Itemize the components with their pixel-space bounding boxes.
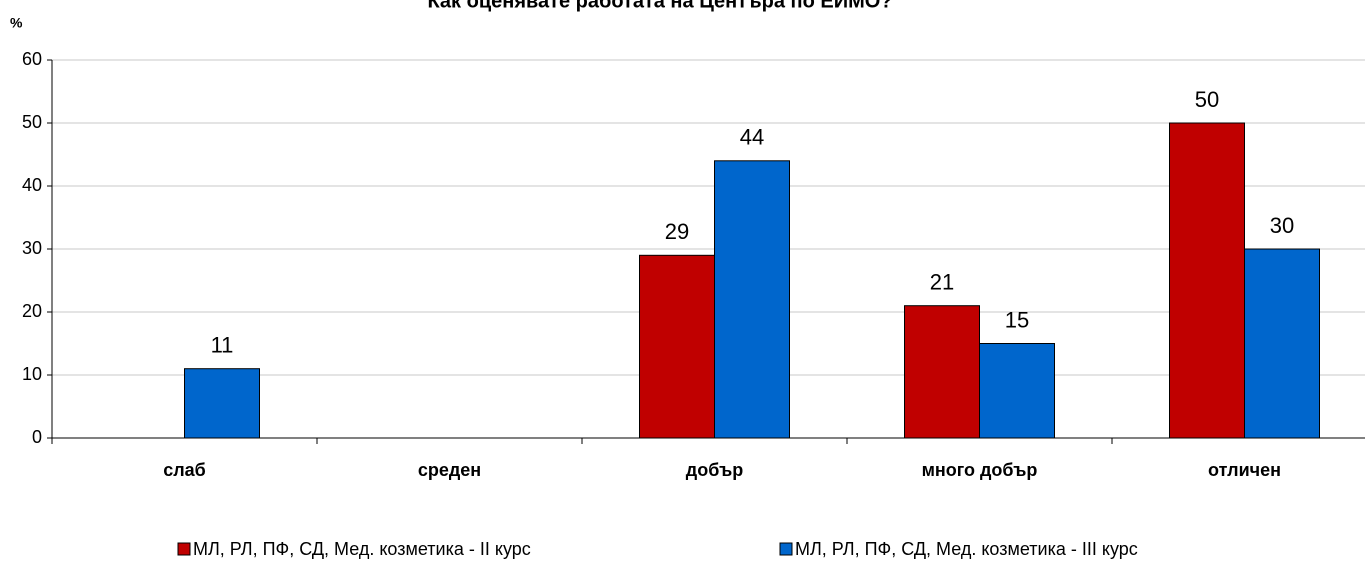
data-label: 30: [1270, 213, 1294, 238]
x-tick-label: среден: [418, 460, 481, 480]
bar: [714, 160, 790, 439]
data-label: 15: [1005, 307, 1029, 332]
legend-label: МЛ, РЛ, ПФ, СД, Мед. козметика - II курс: [193, 539, 531, 559]
bar: [184, 368, 260, 439]
bar: [1244, 248, 1320, 439]
bar: [979, 343, 1055, 439]
y-tick-label: 30: [22, 238, 42, 258]
bar: [904, 305, 980, 439]
y-tick-label: 50: [22, 112, 42, 132]
y-tick-label: 60: [22, 49, 42, 69]
data-label: 11: [211, 333, 234, 358]
data-label: 21: [930, 270, 954, 295]
legend-swatch: [177, 542, 191, 556]
legend-swatch: [779, 542, 793, 556]
legend-label: МЛ, РЛ, ПФ, СД, Мед. козметика - III кур…: [795, 539, 1138, 559]
y-tick-label: 40: [22, 175, 42, 195]
y-tick-label: 0: [32, 427, 42, 447]
data-label: 44: [740, 125, 764, 150]
x-tick-label: отличен: [1208, 460, 1281, 480]
data-label: 50: [1195, 87, 1219, 112]
data-label: 29: [665, 219, 689, 244]
chart-title: Как оценявате работата на Центъра по ЕИМ…: [427, 0, 892, 12]
y-axis-label: %: [10, 15, 23, 31]
x-tick-label: добър: [686, 460, 743, 480]
y-tick-label: 20: [22, 301, 42, 321]
bar: [639, 254, 715, 439]
x-tick-label: много добър: [922, 460, 1038, 480]
x-tick-label: слаб: [163, 460, 206, 480]
y-tick-label: 10: [22, 364, 42, 384]
bar: [1169, 122, 1245, 439]
